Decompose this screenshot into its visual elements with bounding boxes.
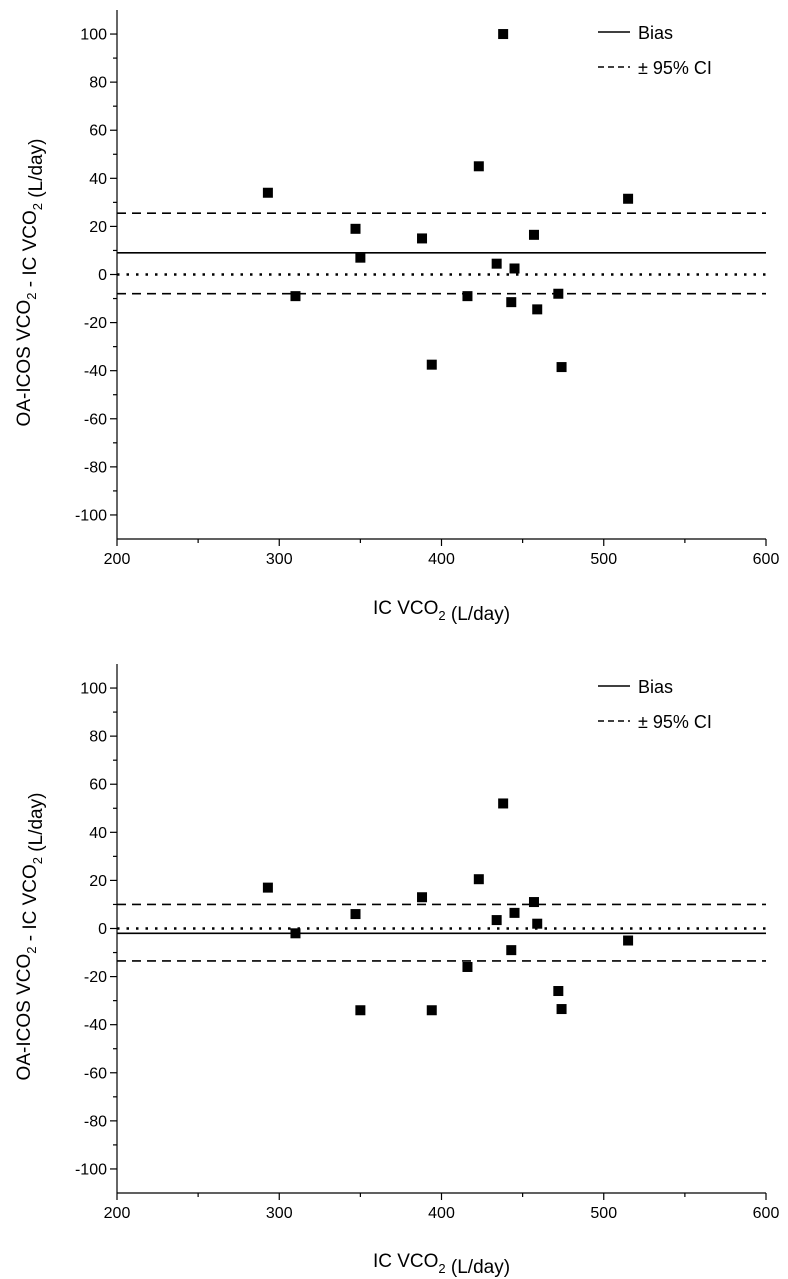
data-point — [350, 223, 361, 234]
x-tick-label: 300 — [266, 1205, 293, 1222]
data-point — [473, 874, 484, 885]
data-point — [509, 263, 520, 274]
data-point — [290, 291, 301, 302]
data-point — [623, 935, 634, 946]
data-point — [498, 798, 509, 809]
y-tick-label: -20 — [84, 969, 107, 986]
data-point — [509, 907, 520, 918]
chart-2: 200 300 400 500 600100806040200-20-40-60-80-… — [14, 664, 779, 1278]
y-tick-label: 60 — [89, 123, 107, 140]
data-point — [426, 1005, 437, 1016]
y-tick-label: -40 — [84, 1017, 107, 1034]
data-point — [462, 291, 473, 302]
data-point — [498, 29, 509, 40]
data-point — [417, 233, 428, 244]
y-tick-label: 0 — [98, 921, 107, 938]
legend-ci-label: ± 95% CI — [638, 712, 712, 732]
data-point — [528, 229, 539, 240]
y-tick-label: -80 — [84, 1113, 107, 1130]
data-point — [556, 362, 567, 373]
data-point — [290, 928, 301, 939]
y-tick-label: -60 — [84, 1065, 107, 1082]
y-tick-label: -40 — [84, 363, 107, 380]
data-point — [553, 288, 564, 299]
data-point — [262, 187, 273, 198]
data-point — [262, 882, 273, 893]
x-tick-label: 400 — [428, 1205, 455, 1222]
data-point — [623, 193, 634, 204]
data-point — [528, 897, 539, 908]
x-tick-label: 200 — [104, 551, 131, 568]
y-tick-label: -20 — [84, 315, 107, 332]
y-tick-label: 100 — [80, 27, 107, 44]
data-point — [532, 304, 543, 315]
y-tick-label: 60 — [89, 777, 107, 794]
x-tick-label: 500 — [590, 1205, 617, 1222]
y-tick-label: -100 — [75, 507, 107, 524]
x-axis-label: IC VCO2 (L/day) — [373, 598, 510, 625]
data-point — [491, 258, 502, 269]
y-tick-label: 80 — [89, 75, 107, 92]
data-point — [473, 161, 484, 172]
data-point — [491, 915, 502, 926]
data-point — [506, 297, 517, 308]
y-tick-label: 40 — [89, 171, 107, 188]
y-tick-label: 20 — [89, 873, 107, 890]
x-tick-label: 600 — [753, 551, 780, 568]
chart-1: 200 300 400 500 600100806040200-20-40-60-80-… — [14, 10, 779, 625]
data-point — [532, 918, 543, 929]
x-tick-label: 300 — [266, 551, 293, 568]
y-tick-label: 80 — [89, 729, 107, 746]
y-tick-label: 20 — [89, 219, 107, 236]
y-tick-label: -80 — [84, 459, 107, 476]
data-point — [355, 252, 366, 263]
y-axis-label: OA-ICOS VCO2 - IC VCO2 (L/day) — [14, 793, 47, 1081]
x-tick-label: 600 — [753, 1205, 780, 1222]
data-point — [553, 986, 564, 997]
x-tick-label: 200 — [104, 1205, 131, 1222]
y-tick-label: 40 — [89, 825, 107, 842]
y-axis-label: OA-ICOS VCO2 - IC VCO2 (L/day) — [14, 139, 47, 427]
legend-bias-label: Bias — [638, 23, 673, 43]
x-tick-label: 400 — [428, 551, 455, 568]
y-tick-label: 0 — [98, 267, 107, 284]
data-point — [426, 359, 437, 370]
data-point — [417, 892, 428, 903]
legend-ci-label: ± 95% CI — [638, 58, 712, 78]
y-tick-label: -100 — [75, 1161, 107, 1178]
data-point — [506, 945, 517, 956]
x-axis-label: IC VCO2 (L/day) — [373, 1251, 510, 1278]
data-point — [355, 1005, 366, 1016]
data-point — [556, 1004, 567, 1015]
data-point — [462, 961, 473, 972]
y-tick-label: -60 — [84, 411, 107, 428]
y-tick-label: 100 — [80, 681, 107, 698]
x-tick-label: 500 — [590, 551, 617, 568]
data-point — [350, 909, 361, 920]
legend-bias-label: Bias — [638, 677, 673, 697]
